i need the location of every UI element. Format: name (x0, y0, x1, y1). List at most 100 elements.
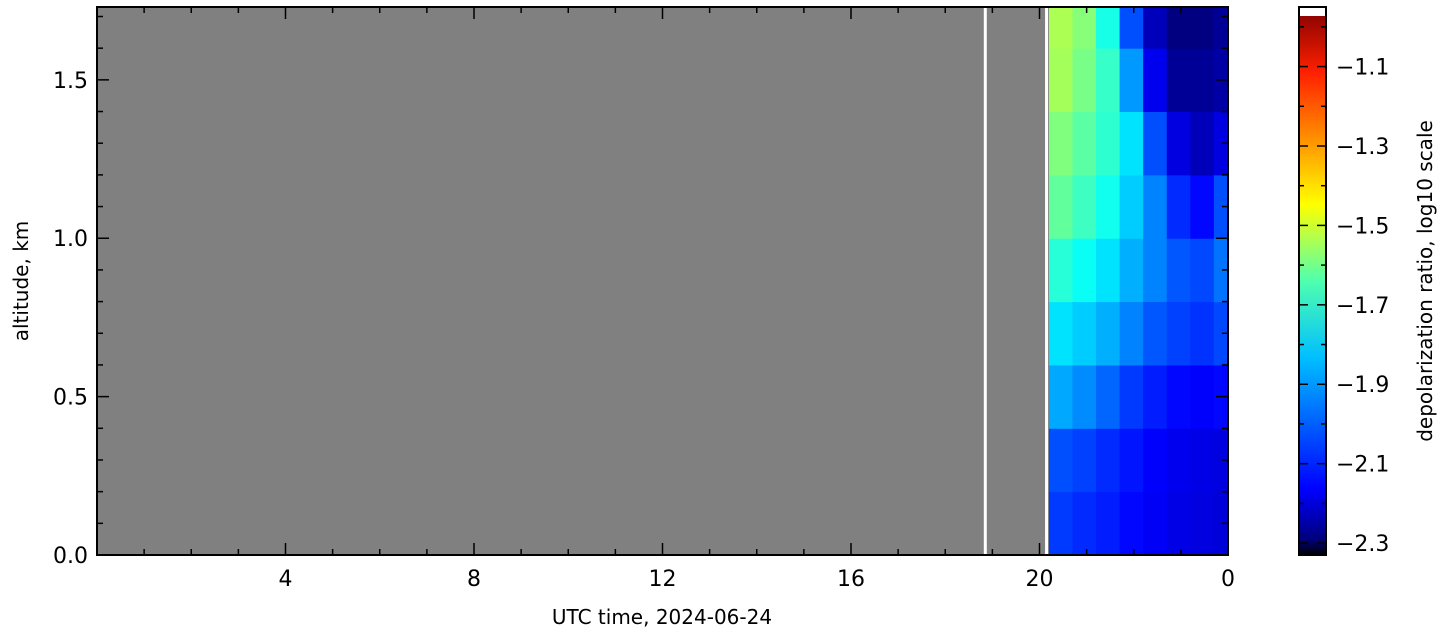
heatmap-cell (1190, 111, 1215, 176)
heatmap-cell (1096, 238, 1121, 303)
heatmap-cell (1119, 428, 1144, 493)
heatmap-cell (1119, 238, 1144, 303)
heatmap-cell (1096, 111, 1121, 176)
heatmap-cell (1072, 364, 1097, 429)
heatmap-cell (1143, 301, 1168, 366)
heatmap-cell (1143, 238, 1168, 303)
y-tick-label: 1.5 (53, 69, 88, 94)
y-tick-label: 1.0 (53, 227, 88, 252)
heatmap-cell (1143, 428, 1168, 493)
heatmap-cell (1166, 491, 1191, 555)
heatmap-cell (1166, 111, 1191, 176)
y-axis: 0.0 0.5 1.0 1.5 (53, 15, 1228, 569)
heatmap-cell (1119, 491, 1144, 555)
heatmap-cell (1072, 428, 1097, 493)
heatmap-cell (1048, 238, 1073, 303)
heatmap-cell (1190, 428, 1215, 493)
y-tick-label: 0.0 (53, 544, 88, 569)
heatmap-cell (1048, 364, 1073, 429)
heatmap-cell (1166, 48, 1191, 113)
heatmap-cell (1213, 238, 1228, 303)
heatmap-cell (1072, 48, 1097, 113)
heatmap-cell (1166, 364, 1191, 429)
heatmap-cell (1072, 7, 1097, 49)
heatmap-cell (1143, 48, 1168, 113)
heatmap-cell (1096, 428, 1121, 493)
heatmap-cell (1096, 174, 1121, 239)
heatmap-cell (1143, 7, 1168, 49)
x-tick-label: 12 (649, 567, 677, 592)
y-tick-label: 0.5 (53, 386, 88, 411)
heatmap-cell (1166, 301, 1191, 366)
colorbar (1299, 7, 1326, 555)
heatmap-cell (1048, 301, 1073, 366)
colorbar-ticks: −1.1 −1.3 −1.5 −1.7 −1.9 −2.1 −2.3 (1299, 26, 1389, 557)
colorbar-tick-label: −1.3 (1336, 135, 1389, 160)
heatmap-cell (1166, 7, 1191, 49)
colorbar-label: depolarization ratio, log10 scale (1413, 120, 1437, 442)
plot-area (97, 7, 1228, 555)
colorbar-tick-label: −2.3 (1336, 532, 1389, 557)
x-axis-label: UTC time, 2024-06-24 (552, 605, 772, 629)
colorbar-tick-label: −1.5 (1336, 214, 1389, 239)
heatmap-cell (1213, 301, 1228, 366)
heatmap-cell (1213, 7, 1228, 49)
heatmap-cell (1190, 364, 1215, 429)
heatmap-cell (1119, 48, 1144, 113)
heatmap-cell (1166, 174, 1191, 239)
colorbar-tick-label: −1.9 (1336, 373, 1389, 398)
heatmap-cell (1190, 491, 1215, 555)
x-axis: 4 8 12 16 20 0 (143, 7, 1235, 592)
heatmap-cell (1143, 364, 1168, 429)
heatmap-cell (1119, 301, 1144, 366)
heatmap-cell (1096, 491, 1121, 555)
heatmap-cell (1048, 48, 1073, 113)
heatmap-cell (1166, 428, 1191, 493)
colorbar-tick-label: −2.1 (1336, 453, 1389, 478)
heatmap-cell (1072, 174, 1097, 239)
heatmap-cell (1096, 301, 1121, 366)
heatmap-cell (1048, 491, 1073, 555)
colorbar-tick-label: −1.1 (1336, 56, 1389, 81)
heatmap-cell (1213, 428, 1228, 493)
x-tick-label: 8 (467, 567, 481, 592)
heatmap-cell (1119, 364, 1144, 429)
heatmap-cell (1048, 111, 1073, 176)
heatmap-cell (1048, 7, 1073, 49)
vertical-lines (983, 7, 1049, 555)
heatmap-cell (1213, 174, 1228, 239)
heatmap-cell (1072, 111, 1097, 176)
colorbar-frame (1298, 6, 1327, 556)
heatmap-cell (1190, 301, 1215, 366)
heatmap-cell (1166, 238, 1191, 303)
heatmap-cell (1048, 174, 1073, 239)
heatmap-cell (1190, 238, 1215, 303)
heatmap-cell (1143, 491, 1168, 555)
heatmap-cell (1072, 238, 1097, 303)
heatmap-cell (1190, 48, 1215, 113)
heatmap-cell (1119, 7, 1144, 49)
heatmap-cell (1096, 7, 1121, 49)
y-axis-label: altitude, km (9, 221, 33, 342)
heatmap-cell (1072, 301, 1097, 366)
heatmap-cell (1143, 111, 1168, 176)
heatmap-layer (1048, 7, 1228, 555)
heatmap-cell (1143, 174, 1168, 239)
heatmap-cell (1213, 111, 1228, 176)
x-tick-label: 20 (1026, 567, 1054, 592)
heatmap-cell (1119, 111, 1144, 176)
heatmap-cell (1213, 491, 1228, 555)
heatmap-cell (1048, 428, 1073, 493)
x-tick-label: 16 (837, 567, 865, 592)
heatmap-cell (1096, 48, 1121, 113)
x-tick-label: 0 (1221, 567, 1235, 592)
heatmap-cell (1119, 174, 1144, 239)
colorbar-over-color (1299, 7, 1326, 16)
colorbar-tick-label: −1.7 (1336, 294, 1389, 319)
heatmap-cell (1072, 491, 1097, 555)
heatmap-cell (1190, 174, 1215, 239)
x-tick-label: 4 (279, 567, 293, 592)
heatmap-cell (1096, 364, 1121, 429)
heatmap-cell (1190, 7, 1215, 49)
